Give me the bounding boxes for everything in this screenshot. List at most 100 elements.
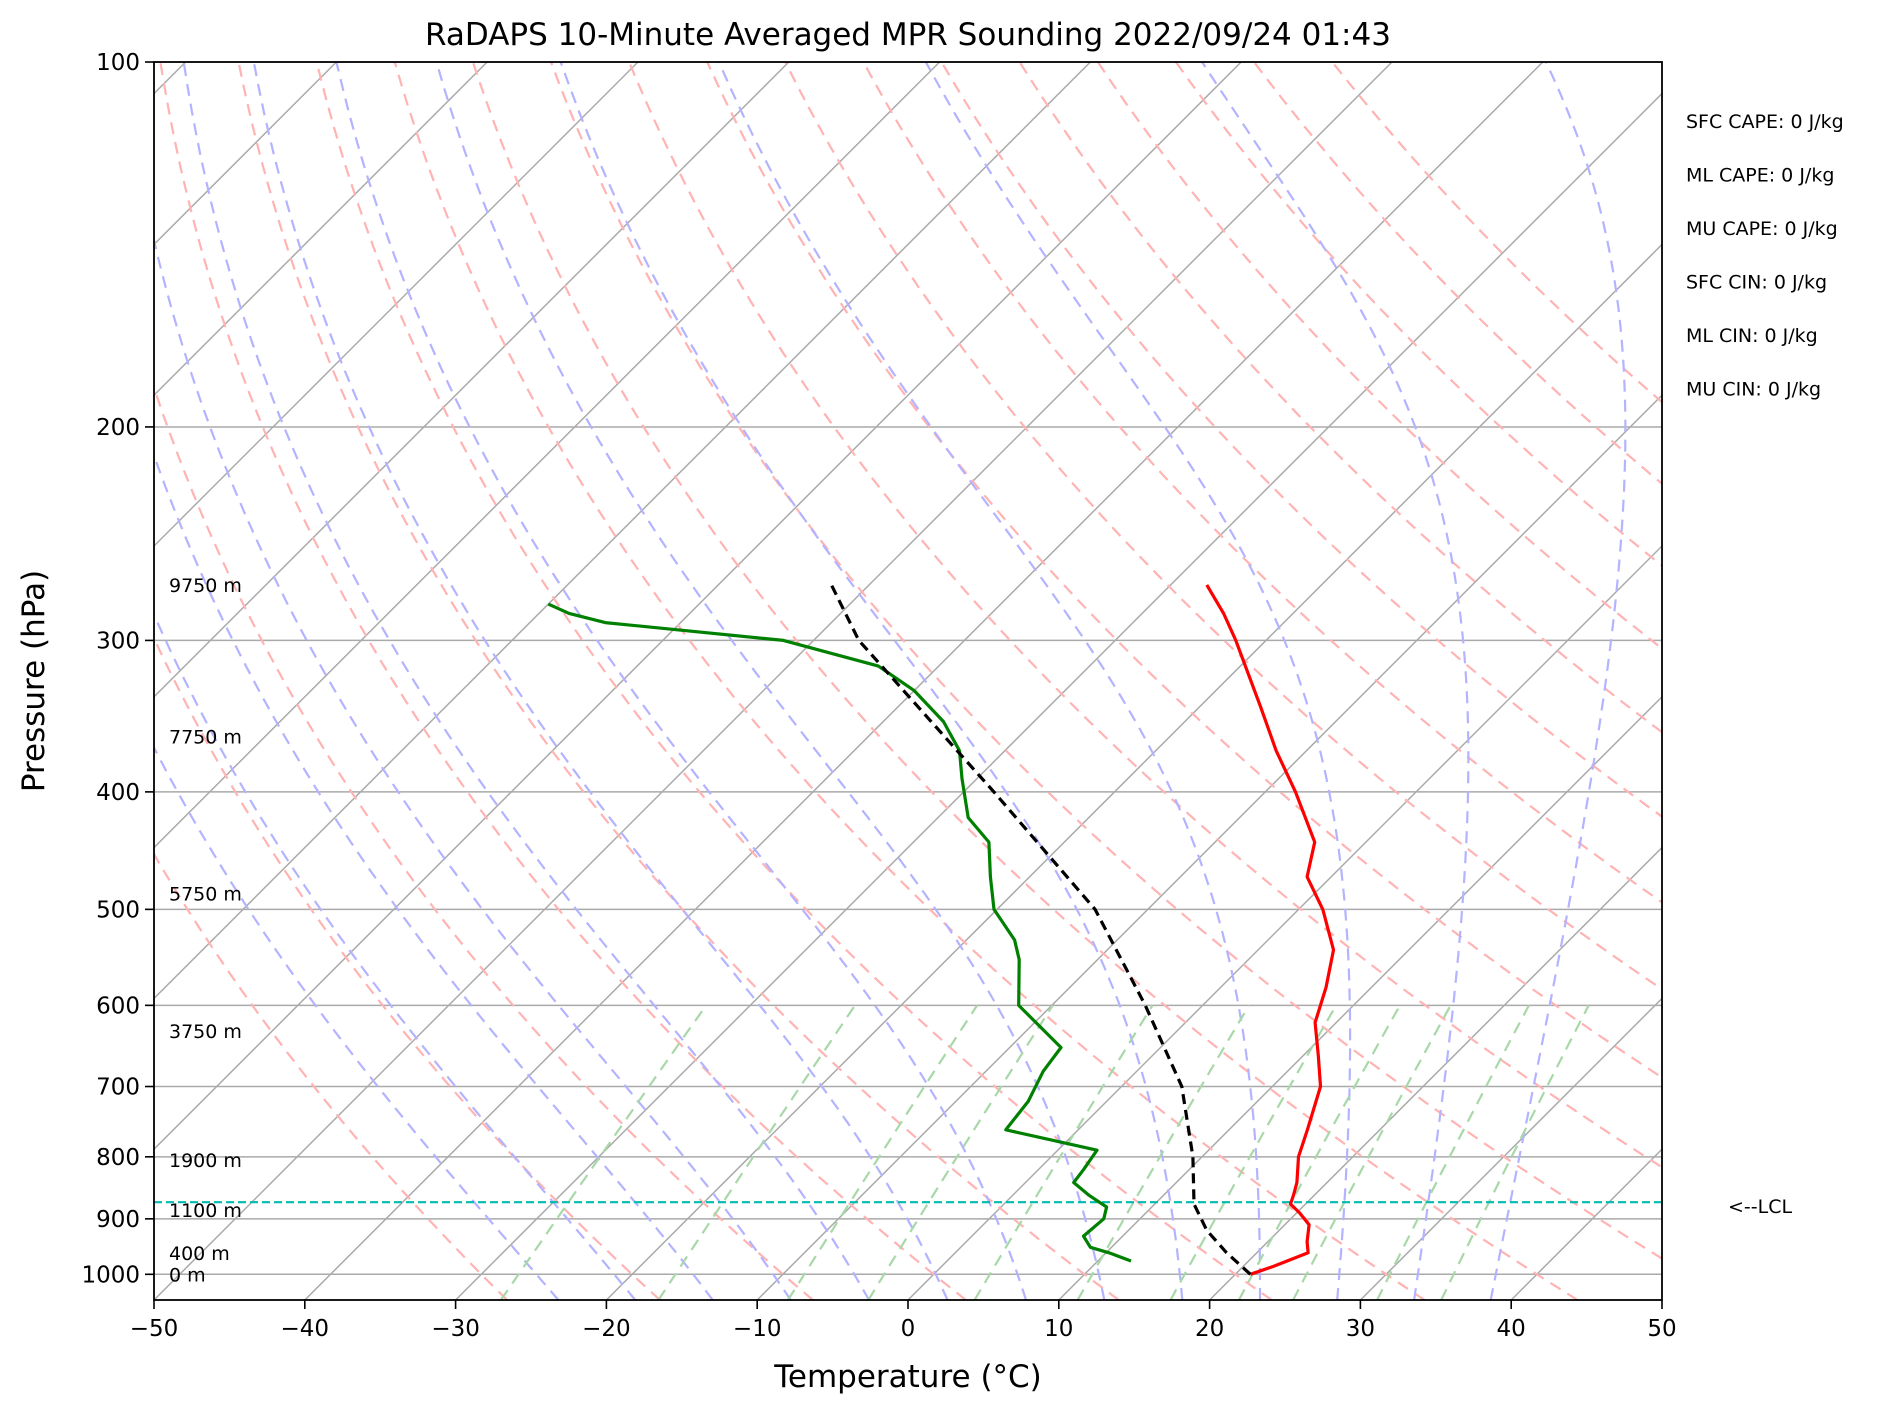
mixing-ratio-line [657, 1004, 856, 1300]
dry-adiabat-line [706, 62, 1662, 1079]
dry-adiabat-line [1253, 62, 1662, 486]
x-tick-label: −30 [431, 1316, 480, 1342]
x-tick-label: 0 [901, 1316, 916, 1342]
x-tick-label: 10 [1044, 1316, 1073, 1342]
dry-adiabat-line [1331, 62, 1662, 404]
stability-index-label: ML CIN: 0 J/kg [1686, 325, 1818, 347]
stability-index-label: SFC CAPE: 0 J/kg [1686, 111, 1844, 133]
dry-adiabat-line [471, 62, 1579, 1300]
isotherm-line [1661, 1298, 1662, 1300]
moist-adiabat-line [559, 62, 1184, 1300]
y-tick-label: 400 [96, 780, 140, 806]
dry-adiabat-line [315, 62, 1273, 1300]
x-tick-label: 30 [1346, 1316, 1375, 1342]
height-label: 0 m [169, 1264, 206, 1286]
height-label: 1900 m [169, 1150, 242, 1172]
isotherm-line [154, 62, 1242, 1151]
y-tick-label: 500 [96, 897, 140, 923]
isotherm-line [605, 243, 1662, 1300]
y-tick-label: 800 [96, 1145, 140, 1171]
mixing-ratio-line [787, 1004, 979, 1300]
mixing-ratio-line [1440, 1004, 1590, 1300]
isotherm-line [154, 62, 790, 698]
dry-adiabat-line [154, 852, 508, 1300]
height-label: 7750 m [169, 726, 242, 748]
isotherm-line [455, 92, 1662, 1300]
moist-adiabat-line [182, 62, 870, 1300]
dry-adiabat-line [154, 384, 814, 1300]
mixing-ratio-line [1237, 1004, 1401, 1300]
height-label: 400 m [169, 1243, 230, 1265]
dry-adiabat-line [549, 62, 1662, 1260]
moist-adiabat-line [435, 62, 1106, 1300]
height-label: 1100 m [169, 1200, 242, 1222]
stability-index-label: MU CAPE: 0 J/kg [1686, 218, 1838, 240]
moist-adiabat-line [924, 62, 1352, 1300]
isotherm-line [1058, 695, 1662, 1300]
mixing-ratio-line [1292, 1004, 1452, 1300]
x-tick-label: −50 [130, 1316, 179, 1342]
dry-adiabat-line [784, 62, 1662, 991]
y-tick-label: 600 [96, 993, 140, 1019]
dry-adiabat-line [862, 62, 1662, 904]
mixing-ratio-line [1076, 1004, 1250, 1300]
moist-adiabat-line [154, 452, 714, 1300]
moist-adiabat-line [717, 62, 1262, 1300]
y-tick-label: 200 [96, 415, 140, 441]
isotherm-line [1510, 1148, 1662, 1300]
dry-adiabat-line [628, 62, 1662, 1169]
isotherm-line [907, 544, 1662, 1300]
isotherm-line [154, 62, 1393, 1300]
moist-adiabat-line [154, 612, 637, 1300]
dry-adiabat-line [393, 62, 1426, 1300]
dry-adiabat-line [1175, 62, 1662, 568]
mixing-ratio-line [1376, 1004, 1530, 1300]
moist-adiabat-line [1489, 62, 1627, 1300]
isotherm-line [154, 62, 1091, 1000]
moist-adiabat-line [154, 745, 560, 1300]
dry-adiabat-line [940, 62, 1662, 819]
stability-index-label: SFC CIN: 0 J/kg [1686, 272, 1827, 294]
stability-index-label: ML CAPE: 0 J/kg [1686, 165, 1834, 187]
dry-adiabat-line [1096, 62, 1662, 650]
dry-adiabat-line [1018, 62, 1662, 734]
isotherm-line [1209, 846, 1662, 1300]
lcl-label: <--LCL [1728, 1196, 1792, 1218]
isotherm-line [304, 62, 1544, 1300]
moist-adiabat-line [154, 235, 792, 1300]
dry-adiabat-line [154, 635, 661, 1300]
isotherm-line [154, 62, 941, 849]
dry-adiabat-line [237, 62, 1120, 1300]
height-label: 9750 m [169, 575, 242, 597]
y-axis-label: Pressure (hPa) [16, 570, 52, 792]
y-tick-label: 1000 [81, 1262, 140, 1288]
parcel-path-line [829, 584, 1252, 1276]
x-tick-label: −20 [582, 1316, 631, 1342]
y-tick-label: 700 [96, 1075, 140, 1101]
height-label: 3750 m [169, 1021, 242, 1043]
chart-title: RaDAPS 10-Minute Averaged MPR Sounding 2… [425, 17, 1391, 53]
moist-adiabat-line [1201, 62, 1470, 1300]
temperature-profile-line [1205, 584, 1336, 1276]
moist-adiabat-line [335, 62, 1028, 1300]
dewpoint-profile-line [547, 602, 1132, 1263]
mixing-ratio-line [973, 1004, 1154, 1300]
plot-frame [153, 61, 1663, 1301]
isotherm-line [154, 62, 639, 548]
height-label: 5750 m [169, 883, 242, 905]
x-axis-label: Temperature (°C) [773, 1359, 1042, 1395]
isotherm-line [154, 62, 488, 397]
mixing-ratio-line [1169, 1004, 1338, 1300]
x-tick-label: −40 [281, 1316, 330, 1342]
x-tick-label: 50 [1647, 1316, 1676, 1342]
x-tick-label: 20 [1195, 1316, 1224, 1342]
dry-adiabat-line [159, 62, 967, 1300]
x-tick-label: 40 [1497, 1316, 1526, 1342]
stability-index-label: MU CIN: 0 J/kg [1686, 379, 1821, 401]
y-tick-label: 100 [96, 50, 140, 76]
y-tick-label: 300 [96, 628, 140, 654]
x-tick-label: −10 [733, 1316, 782, 1342]
isotherm-line [1359, 997, 1662, 1300]
y-tick-label: 900 [96, 1207, 140, 1233]
mixing-ratio-line [867, 1004, 1054, 1300]
